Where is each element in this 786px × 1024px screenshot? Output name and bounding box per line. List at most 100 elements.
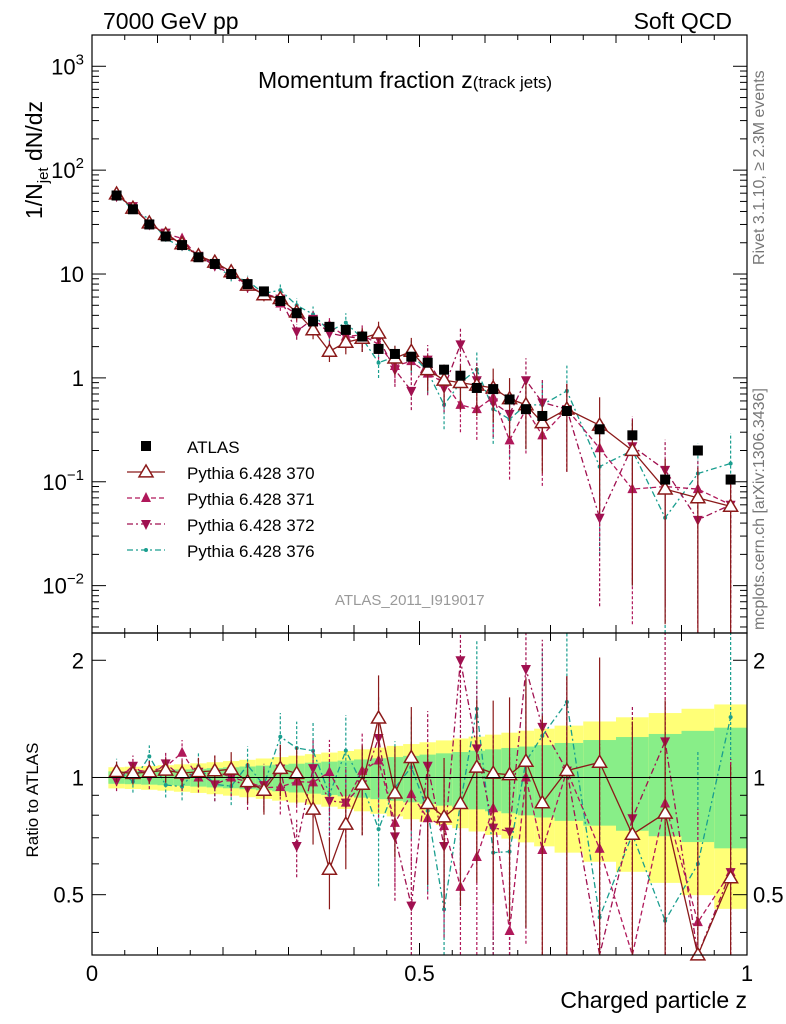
marker-main xyxy=(439,364,450,375)
marker-main xyxy=(275,295,286,306)
marker-main xyxy=(422,357,433,368)
marker-ratio xyxy=(722,869,739,884)
marker-ratio xyxy=(504,925,515,936)
marker-main xyxy=(419,361,436,376)
marker-ratio xyxy=(452,795,469,810)
legend-marker xyxy=(141,520,151,530)
marker-ratio xyxy=(157,761,174,776)
marker-main xyxy=(343,320,348,325)
marker-ratio xyxy=(239,773,256,788)
legend-marker xyxy=(137,463,155,478)
marker-ratio xyxy=(321,860,338,876)
marker-main xyxy=(242,279,253,290)
marker-main xyxy=(561,406,572,417)
marker-ratio xyxy=(501,766,518,781)
marker-main xyxy=(488,384,499,395)
marker-main xyxy=(258,286,269,297)
marker-ratio xyxy=(288,765,305,780)
marker-ratio xyxy=(484,764,502,779)
y-tick-label-ratio-left: 0.5 xyxy=(53,883,84,908)
marker-main xyxy=(226,269,237,280)
marker-main xyxy=(624,442,641,457)
marker-ratio xyxy=(272,760,289,775)
marker-ratio xyxy=(163,782,168,787)
rivet-version-label: Rivet 3.1.10, ≥ 2.3M events xyxy=(751,70,768,265)
y-tick-label-ratio-right: 1 xyxy=(753,765,765,790)
marker-ratio xyxy=(206,762,224,777)
marker-ratio xyxy=(147,754,152,759)
marker-main xyxy=(111,190,122,201)
marker-ratio xyxy=(376,827,381,832)
marker-ratio xyxy=(455,656,466,667)
marker-main xyxy=(656,480,674,495)
marker-main xyxy=(337,333,355,348)
legend-label: Pythia 6.428 376 xyxy=(187,542,315,561)
y-axis-label-ratio: Ratio to ATLAS xyxy=(23,743,42,858)
x-tick-label: 1 xyxy=(741,961,753,986)
y-tick-label-ratio-left: 1 xyxy=(72,765,84,790)
marker-ratio xyxy=(308,764,319,775)
marker-ratio xyxy=(304,800,322,815)
marker-main xyxy=(537,410,548,421)
marker-ratio xyxy=(173,764,191,779)
marker-ratio xyxy=(558,762,576,777)
marker-main xyxy=(725,474,736,485)
header-left: 7000 GeV pp xyxy=(103,8,239,34)
marker-ratio xyxy=(534,794,551,809)
chart-title: Momentum fraction z(track jets) xyxy=(258,67,552,93)
marker-ratio xyxy=(255,781,273,797)
y-tick-label-main: 10−1 xyxy=(42,467,84,495)
series-line-main xyxy=(116,194,731,506)
marker-ratio xyxy=(624,825,641,841)
marker-main xyxy=(278,288,283,293)
marker-main xyxy=(627,430,638,441)
marker-main xyxy=(520,376,531,387)
y-tick-label-ratio-right: 2 xyxy=(753,648,765,673)
x-tick-label: 0 xyxy=(86,961,98,986)
marker-main xyxy=(324,321,335,332)
mcplots-url-label: mcplots.cern.ch [arXiv:1306.3436] xyxy=(751,388,768,630)
marker-ratio xyxy=(337,815,355,830)
marker-main xyxy=(534,414,551,429)
legend-marker xyxy=(141,492,151,502)
marker-main xyxy=(127,204,138,215)
marker-main xyxy=(291,308,302,319)
marker-ratio xyxy=(324,766,335,777)
y-axis-label-main: 1/Njet dN/dz xyxy=(21,101,52,219)
marker-main xyxy=(722,497,739,512)
marker-main xyxy=(340,324,351,335)
marker-main xyxy=(193,252,204,263)
marker-main xyxy=(308,316,319,327)
marker-ratio xyxy=(141,763,158,778)
analysis-watermark: ATLAS_2011_I919017 xyxy=(335,592,485,609)
marker-main xyxy=(160,231,171,242)
marker-ratio xyxy=(656,804,674,819)
marker-ratio xyxy=(406,901,417,912)
marker-ratio xyxy=(108,763,125,778)
marker-main xyxy=(660,474,671,485)
marker-ratio xyxy=(689,946,707,961)
marker-main xyxy=(321,342,338,358)
marker-ratio xyxy=(343,748,348,753)
y-tick-label-main: 10−2 xyxy=(42,571,84,599)
marker-main xyxy=(389,348,400,359)
legend-label: ATLAS xyxy=(187,438,240,457)
marker-main xyxy=(728,461,733,466)
y-tick-label-main: 103 xyxy=(51,51,84,79)
marker-ratio xyxy=(222,760,240,775)
legend-label: Pythia 6.428 372 xyxy=(187,516,315,535)
x-tick-label: 0.5 xyxy=(404,961,435,986)
marker-ratio xyxy=(520,664,531,675)
marker-ratio xyxy=(403,749,420,764)
marker-main xyxy=(594,424,605,435)
marker-main xyxy=(357,331,368,342)
marker-main xyxy=(455,340,466,351)
band-green xyxy=(534,745,555,818)
marker-main xyxy=(504,394,515,405)
x-axis-label: Charged particle z xyxy=(560,987,747,1013)
marker-main xyxy=(209,258,220,269)
marker-main xyxy=(144,219,155,230)
legend-label: Pythia 6.428 371 xyxy=(187,490,315,509)
series-atlas xyxy=(111,190,736,485)
marker-ratio xyxy=(591,753,608,768)
